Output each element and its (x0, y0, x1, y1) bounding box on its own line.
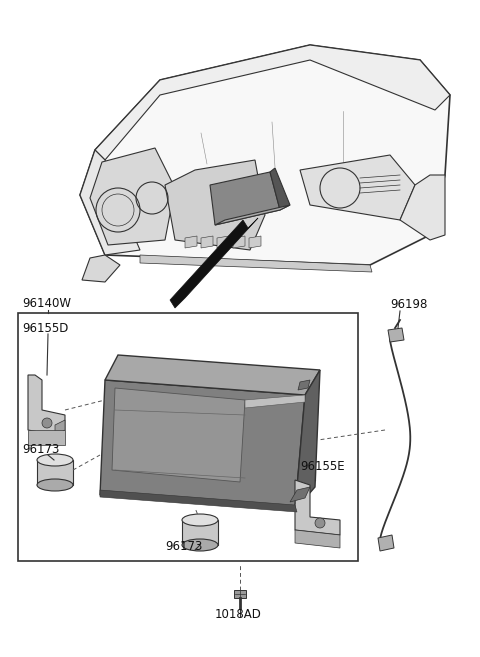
Text: 96198: 96198 (390, 298, 427, 311)
Polygon shape (290, 487, 310, 502)
Polygon shape (80, 45, 450, 265)
Polygon shape (233, 236, 245, 248)
Polygon shape (234, 590, 246, 598)
Polygon shape (100, 380, 305, 510)
Polygon shape (270, 168, 290, 210)
Polygon shape (90, 148, 175, 245)
Polygon shape (80, 150, 140, 255)
Text: 96155E: 96155E (300, 460, 345, 473)
Polygon shape (112, 388, 245, 482)
Polygon shape (82, 255, 120, 282)
Polygon shape (105, 355, 320, 395)
Polygon shape (170, 218, 258, 308)
Polygon shape (55, 420, 65, 435)
Polygon shape (201, 236, 213, 248)
Text: 1018AD: 1018AD (215, 608, 262, 621)
Ellipse shape (182, 514, 218, 526)
Bar (182, 520, 218, 545)
Polygon shape (388, 328, 404, 342)
Polygon shape (185, 236, 197, 248)
Bar (18, 313, 358, 561)
Text: 96155D: 96155D (22, 322, 68, 335)
Text: 96173: 96173 (22, 443, 60, 456)
Polygon shape (28, 430, 65, 445)
Polygon shape (165, 160, 265, 250)
Ellipse shape (182, 539, 218, 551)
Polygon shape (400, 175, 445, 240)
Polygon shape (100, 490, 297, 512)
Bar (37, 460, 73, 485)
Ellipse shape (37, 454, 73, 466)
Polygon shape (295, 370, 320, 510)
Circle shape (315, 518, 325, 528)
Polygon shape (217, 236, 229, 248)
Text: 96173: 96173 (165, 540, 203, 553)
Polygon shape (295, 480, 340, 535)
Polygon shape (210, 172, 280, 225)
Polygon shape (298, 380, 310, 390)
Polygon shape (140, 255, 372, 272)
Polygon shape (28, 375, 65, 435)
Ellipse shape (37, 479, 73, 491)
Polygon shape (295, 530, 340, 548)
Polygon shape (215, 205, 290, 225)
Polygon shape (249, 236, 261, 248)
Polygon shape (300, 155, 415, 220)
Text: 96140W: 96140W (22, 297, 71, 310)
Polygon shape (378, 535, 394, 551)
Polygon shape (245, 395, 305, 408)
Circle shape (42, 418, 52, 428)
Polygon shape (95, 45, 450, 160)
